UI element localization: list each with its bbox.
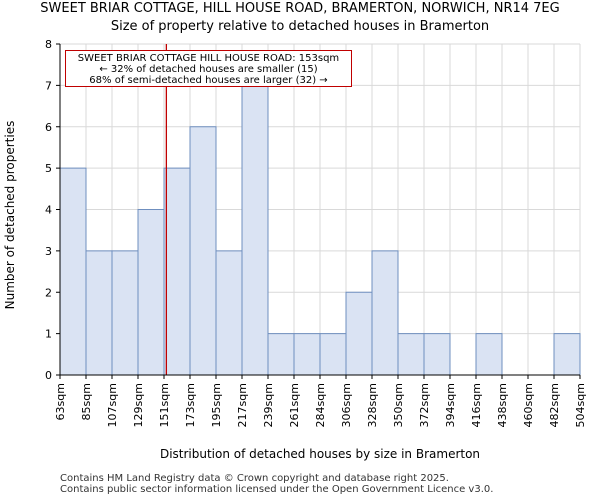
x-tick-label-173sqm: 173sqm — [184, 383, 197, 427]
x-tick-label-350sqm: 350sqm — [392, 383, 405, 427]
bar-482sqm — [553, 333, 581, 376]
y-tick-label: 3 — [45, 245, 52, 258]
y-tick-label: 1 — [45, 328, 52, 341]
y-tick-label: 2 — [45, 286, 52, 299]
y-tick-label: 8 — [45, 38, 52, 51]
x-tick-label-151sqm: 151sqm — [158, 383, 171, 427]
x-tick-label-261sqm: 261sqm — [288, 383, 301, 427]
x-axis-label: Distribution of detached houses by size … — [160, 447, 480, 461]
chart-title: SWEET BRIAR COTTAGE, HILL HOUSE ROAD, BR… — [0, 0, 600, 36]
bar-129sqm — [137, 209, 165, 376]
x-tick-label-416sqm: 416sqm — [470, 383, 483, 427]
chart-title-line1: SWEET BRIAR COTTAGE, HILL HOUSE ROAD, BR… — [40, 1, 560, 16]
bar-350sqm — [397, 333, 425, 376]
annotation-line1: SWEET BRIAR COTTAGE HILL HOUSE ROAD: 153… — [77, 53, 340, 64]
x-tick-label-306sqm: 306sqm — [340, 383, 353, 427]
bar-306sqm — [345, 291, 373, 376]
x-tick-label-85sqm: 85sqm — [80, 383, 93, 420]
bar-261sqm — [293, 333, 321, 376]
y-tick-label: 6 — [45, 121, 52, 134]
x-tick-label-504sqm: 504sqm — [574, 383, 587, 427]
bars — [59, 84, 581, 376]
footer-line2: Contains public sector information licen… — [60, 484, 494, 495]
y-tick-label: 7 — [45, 79, 52, 92]
y-tick-label: 4 — [45, 204, 52, 217]
bar-328sqm — [371, 250, 399, 376]
bar-217sqm — [241, 84, 269, 376]
x-tick-label-460sqm: 460sqm — [522, 383, 535, 427]
bar-195sqm — [215, 250, 243, 376]
annotation-line2: ← 32% of detached houses are smaller (15… — [99, 64, 318, 75]
y-tick-label: 5 — [45, 162, 52, 175]
x-tick-label-107sqm: 107sqm — [106, 383, 119, 427]
axes: 0 1 2 3 4 5 6 7 8 63sqm 85sqm 107sqm 129sqm 151sqm 173… — [45, 38, 587, 427]
x-tick-label-438sqm: 438sqm — [496, 383, 509, 427]
bar-85sqm — [85, 250, 113, 376]
x-tick-label-195sqm: 195sqm — [210, 383, 223, 427]
bar-107sqm — [111, 250, 139, 376]
x-tick-label-129sqm: 129sqm — [132, 383, 145, 427]
annotation-box: SWEET BRIAR COTTAGE HILL HOUSE ROAD: 153… — [65, 50, 352, 87]
footer-line1: Contains HM Land Registry data © Crown c… — [60, 473, 449, 484]
bar-63sqm — [59, 167, 87, 376]
x-tick-label-217sqm: 217sqm — [236, 383, 249, 427]
bar-151sqm — [163, 167, 191, 376]
y-axis-label: Number of detached properties — [3, 121, 17, 310]
x-tick-label-63sqm: 63sqm — [54, 383, 67, 420]
bar-284sqm — [319, 333, 347, 376]
chart-title-line2: Size of property relative to detached ho… — [110, 19, 490, 34]
x-tick-label-328sqm: 328sqm — [366, 383, 379, 427]
annotation-line3: 68% of semi-detached houses are larger (… — [89, 75, 328, 86]
x-tick-label-239sqm: 239sqm — [262, 383, 275, 427]
y-tick-label: 0 — [45, 369, 52, 382]
bar-416sqm — [475, 333, 503, 376]
x-tick-label-482sqm: 482sqm — [548, 383, 561, 427]
x-tick-label-284sqm: 284sqm — [314, 383, 327, 427]
bar-372sqm — [423, 333, 451, 376]
bar-239sqm — [267, 333, 295, 376]
x-tick-label-394sqm: 394sqm — [444, 383, 457, 427]
bar-173sqm — [189, 126, 217, 376]
x-tick-label-372sqm: 372sqm — [418, 383, 431, 427]
